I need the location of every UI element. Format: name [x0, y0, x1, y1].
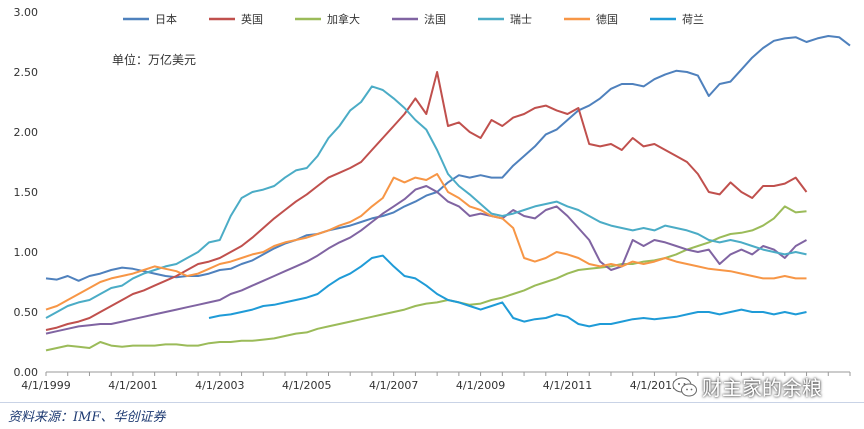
- legend-label-6: 荷兰: [682, 13, 704, 26]
- x-tick-label: 4/1/1999: [21, 379, 70, 392]
- x-tick-label: 4/1/2003: [195, 379, 244, 392]
- watermark-text: 财主家的余粮: [702, 376, 822, 400]
- y-tick-label: 2.50: [14, 66, 39, 79]
- y-tick-label: 0.50: [14, 306, 39, 319]
- unit-note: 单位：万亿美元: [112, 52, 196, 67]
- x-tick-label: 4/1/2005: [282, 379, 331, 392]
- legend-label-2: 加拿大: [327, 12, 360, 26]
- legend: 日本 英国 加拿大 法国 瑞士 德国 荷兰: [123, 12, 704, 26]
- x-tick-label: 4/1/2001: [108, 379, 157, 392]
- source-note: 资料来源：IMF、华创证券: [8, 410, 166, 425]
- line-chart: 0.00 0.50 1.00 1.50 2.00 2.50 3.00 4/1/1999 4/1/…: [14, 6, 851, 392]
- legend-label-4: 瑞士: [510, 12, 532, 26]
- x-tick-label: 4/1/2009: [456, 379, 505, 392]
- watermark: 财主家的余粮: [672, 372, 822, 401]
- y-tick-label: 1.50: [14, 186, 39, 199]
- legend-label-5: 德国: [596, 12, 618, 26]
- wechat-icon: [672, 377, 697, 396]
- y-tick-label: 1.00: [14, 246, 39, 259]
- y-tick-label: 3.00: [14, 6, 39, 19]
- x-tick-label: 4/1/2013: [630, 379, 679, 392]
- y-tick-label: 2.00: [14, 126, 39, 139]
- series-line-4: [45, 85, 807, 319]
- y-tick-label: 0.00: [14, 366, 39, 379]
- series-line-0: [45, 35, 851, 282]
- series-line-3: [45, 185, 807, 335]
- series-line-2: [45, 205, 807, 352]
- series-line-5: [45, 173, 807, 311]
- legend-label-1: 英国: [241, 12, 263, 26]
- x-tick-label: 4/1/2011: [543, 379, 592, 392]
- series-lines: [45, 35, 851, 352]
- series-line-6: [208, 254, 807, 328]
- x-tick-label: 4/1/2007: [369, 379, 418, 392]
- axes: 0.00 0.50 1.00 1.50 2.00 2.50 3.00 4/1/1999 4/1/…: [14, 6, 851, 392]
- legend-label-0: 日本: [155, 12, 177, 26]
- source-divider: [0, 402, 864, 403]
- legend-label-3: 法国: [424, 12, 446, 26]
- series-line-1: [45, 71, 808, 331]
